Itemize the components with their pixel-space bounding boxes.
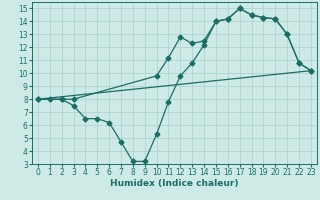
X-axis label: Humidex (Indice chaleur): Humidex (Indice chaleur): [110, 179, 239, 188]
